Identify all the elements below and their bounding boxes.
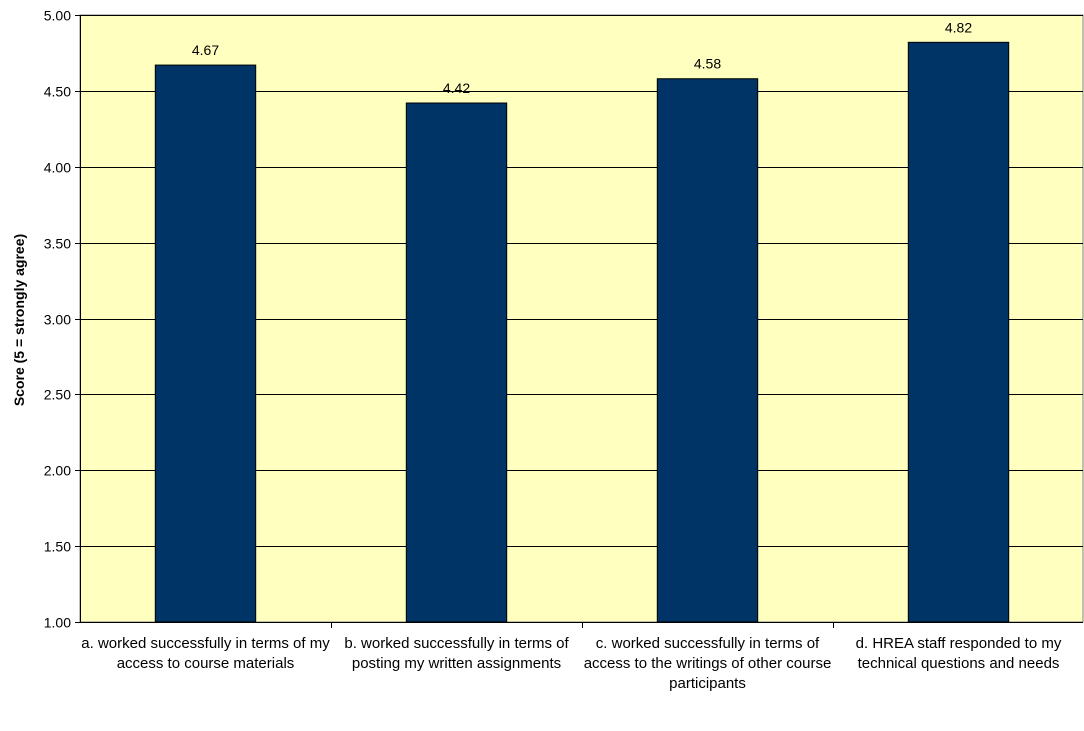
bar-value-label: 4.82 [945, 19, 972, 35]
bar [155, 65, 255, 622]
y-tick-label: 2.00 [44, 463, 71, 479]
bar-value-label: 4.58 [694, 56, 721, 72]
bar-value-label: 4.67 [192, 42, 219, 58]
y-tick-label: 1.50 [44, 539, 71, 555]
x-axis-category-label-b: b. worked successfully in terms of posti… [331, 634, 582, 674]
x-axis-category-label-a: a. worked successfully in terms of my ac… [80, 634, 331, 674]
y-axis-title: Score (5 = strongly agree) [4, 110, 34, 530]
x-axis-category-label-d: d. HREA staff responded to my technical … [833, 634, 1084, 674]
y-tick-label: 1.00 [44, 615, 71, 631]
bar [406, 103, 506, 622]
y-axis-label: Score (5 = strongly agree) [11, 234, 27, 406]
y-tick-label: 3.50 [44, 236, 71, 252]
y-tick-label: 5.00 [44, 8, 71, 24]
bar [657, 79, 757, 622]
y-tick-label: 2.50 [44, 387, 71, 403]
y-tick-label: 4.00 [44, 160, 71, 176]
bar [908, 42, 1008, 622]
y-tick-label: 4.50 [44, 84, 71, 100]
bar-value-label: 4.42 [443, 80, 470, 96]
y-tick-label: 3.00 [44, 312, 71, 328]
x-axis-category-label-c: c. worked successfully in terms of acces… [582, 634, 833, 694]
